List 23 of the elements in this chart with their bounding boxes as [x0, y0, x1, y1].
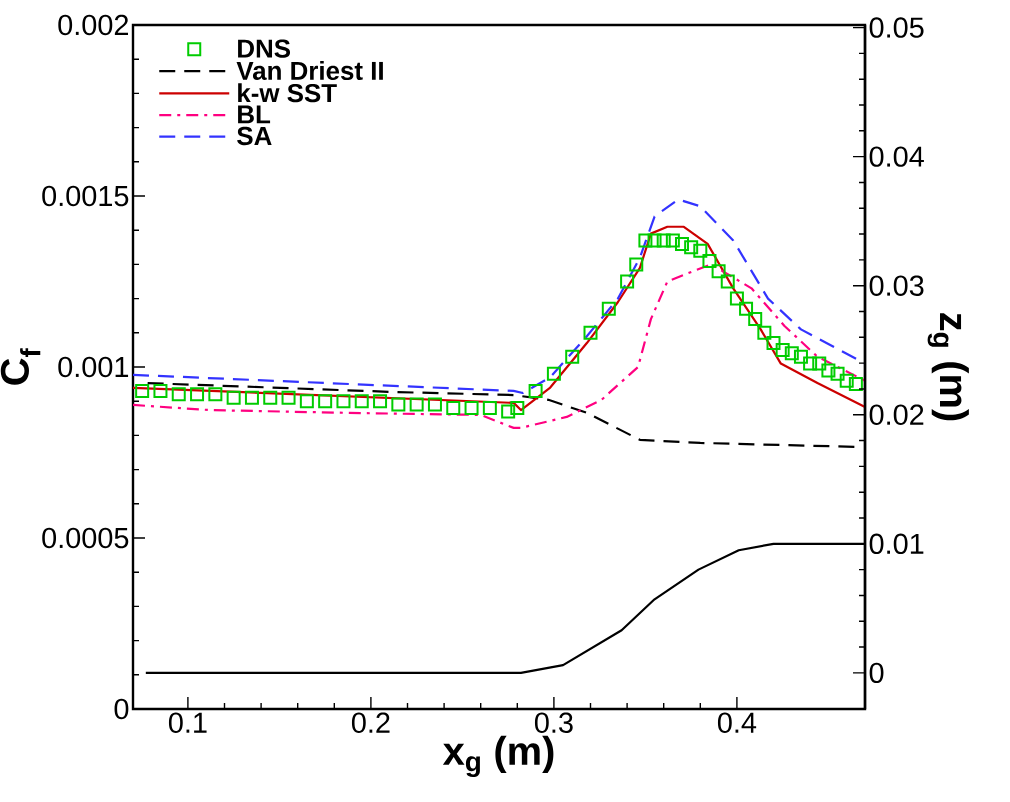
x-tick-label: 0.1	[168, 712, 207, 733]
legend-label: k-w SST	[238, 83, 337, 103]
legend-label: Van Driest II	[236, 61, 383, 81]
legend-label: BL	[238, 105, 271, 124]
y-tick-label: 0.001	[58, 356, 129, 378]
y2-tick-label: 0.03	[869, 275, 924, 296]
y2-axis-title: z$_{g}$ (m)	[927, 313, 969, 421]
y2-tick-label: 0	[869, 662, 884, 684]
y2-tick-label: 0.02	[869, 404, 924, 425]
x-tick-label: 0.2	[351, 712, 390, 733]
x-tick-label: 0.3	[534, 712, 573, 733]
y-tick-label: 0.0005	[42, 527, 129, 549]
y-tick-label: 0.002	[58, 14, 129, 36]
x-axis-title: x$_{g}$ (m)	[442, 735, 554, 778]
legend-label: DNS	[238, 39, 291, 58]
x-tick-label: 0.4	[717, 712, 757, 733]
y2-tick-label: 0.04	[869, 146, 924, 167]
y-axis-title: C$_{f}$	[0, 348, 41, 385]
legend-label: SA	[237, 126, 272, 146]
y2-tick-label: 0.01	[869, 533, 924, 555]
y-tick-label: 0.0015	[42, 185, 129, 207]
y2-tick-label: 0.05	[869, 17, 924, 38]
y-tick-label: 0	[114, 698, 129, 720]
